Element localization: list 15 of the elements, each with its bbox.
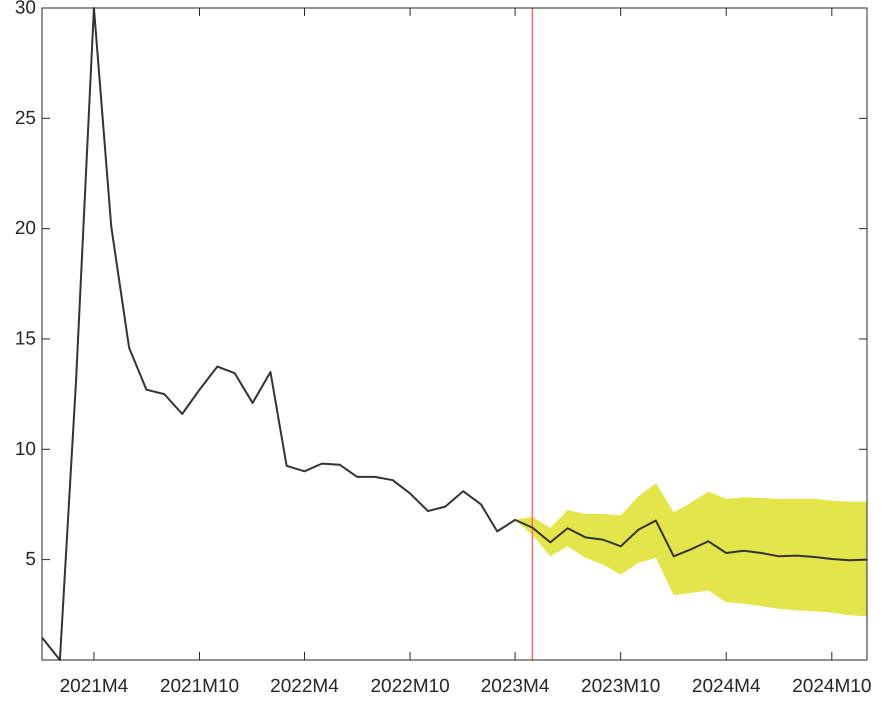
y-tick-label: 30 xyxy=(14,0,36,18)
line-series xyxy=(41,7,868,661)
y-tick-label: 10 xyxy=(14,438,36,460)
x-tick-label: 2021M4 xyxy=(60,676,129,697)
x-tick-label: 2022M10 xyxy=(370,676,450,697)
x-tick-label: 2024M10 xyxy=(792,676,872,697)
y-tick-label: 15 xyxy=(14,328,36,350)
x-tick-label: 2021M10 xyxy=(160,676,240,697)
y-tick-label: 5 xyxy=(25,549,36,570)
x-tick-label: 2023M4 xyxy=(480,676,550,697)
x-tick-label: 2023M10 xyxy=(581,676,660,697)
y-tick-label: 20 xyxy=(14,218,36,240)
x-tick-label: 2022M4 xyxy=(270,676,340,697)
x-tick-label: 2024M4 xyxy=(692,676,761,697)
y-tick-label: 25 xyxy=(14,108,36,129)
